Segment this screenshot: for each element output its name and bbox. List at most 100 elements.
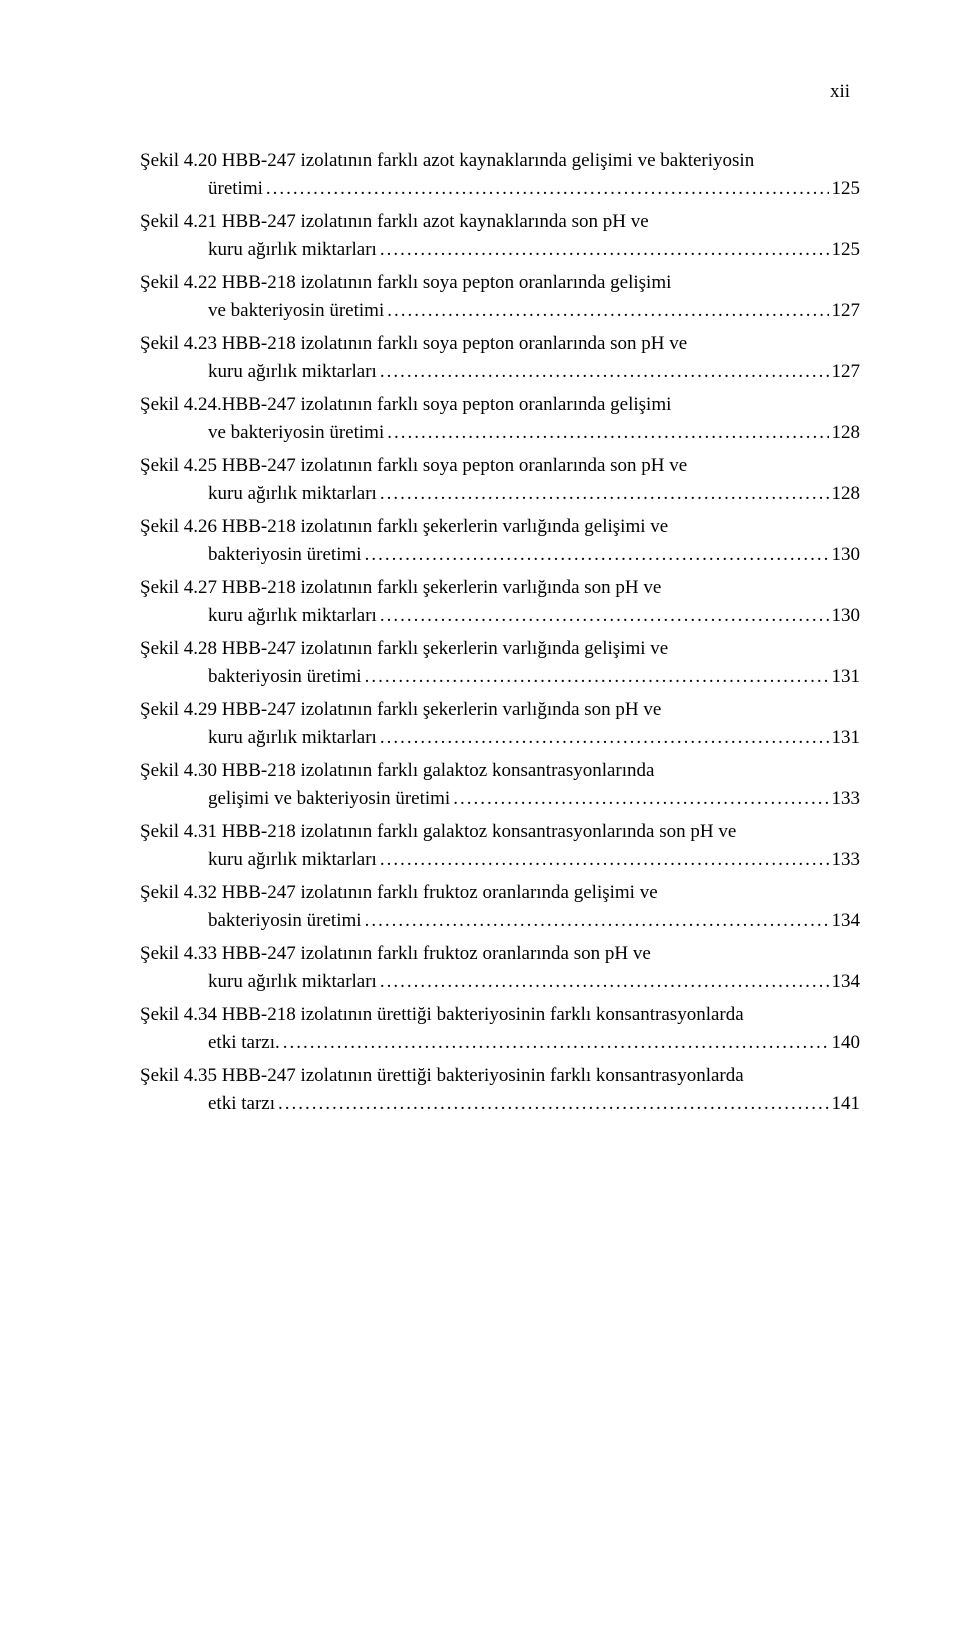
toc-text: Şekil 4.26 HBB-218 izolatının farklı şek…: [140, 513, 668, 542]
toc-line: kuru ağırlık miktarları 133: [140, 846, 860, 875]
toc-text: Şekil 4.28 HBB-247 izolatının farklı şek…: [140, 635, 668, 664]
toc-line: kuru ağırlık miktarları 130: [140, 602, 860, 631]
toc-text: Şekil 4.24.HBB-247 izolatının farklı soy…: [140, 391, 671, 420]
toc-page-number: 140: [832, 1029, 861, 1058]
toc-text: Şekil 4.35 HBB-247 izolatının ürettiği b…: [140, 1062, 744, 1091]
toc-line: Şekil 4.27 HBB-218 izolatının farklı şek…: [140, 574, 860, 603]
toc-line: kuru ağırlık miktarları 127: [140, 358, 860, 387]
table-of-contents: Şekil 4.20 HBB-247 izolatının farklı azo…: [140, 147, 860, 1119]
toc-text: Şekil 4.23 HBB-218 izolatının farklı soy…: [140, 330, 687, 359]
toc-page-number: 128: [832, 419, 861, 448]
toc-leader: [380, 358, 829, 387]
toc-text: Şekil 4.21 HBB-247 izolatının farklı azo…: [140, 208, 649, 237]
toc-entry: Şekil 4.22 HBB-218 izolatının farklı soy…: [140, 269, 860, 326]
toc-leader: [380, 846, 829, 875]
toc-text: kuru ağırlık miktarları: [208, 236, 377, 265]
toc-page-number: 127: [832, 358, 861, 387]
toc-entry: Şekil 4.27 HBB-218 izolatının farklı şek…: [140, 574, 860, 631]
toc-entry: Şekil 4.33 HBB-247 izolatının farklı fru…: [140, 940, 860, 997]
toc-leader: [380, 480, 829, 509]
toc-leader: [387, 419, 828, 448]
toc-line: etki tarzı. 140: [140, 1029, 860, 1058]
toc-page-number: 125: [832, 175, 861, 204]
toc-leader: [453, 785, 828, 814]
toc-text: kuru ağırlık miktarları: [208, 968, 377, 997]
toc-text: kuru ağırlık miktarları: [208, 358, 377, 387]
toc-entry: Şekil 4.31 HBB-218 izolatının farklı gal…: [140, 818, 860, 875]
toc-text: bakteriyosin üretimi: [208, 663, 362, 692]
toc-line: Şekil 4.32 HBB-247 izolatının farklı fru…: [140, 879, 860, 908]
toc-entry: Şekil 4.28 HBB-247 izolatının farklı şek…: [140, 635, 860, 692]
toc-page-number: 127: [832, 297, 861, 326]
toc-entry: Şekil 4.34 HBB-218 izolatının ürettiği b…: [140, 1001, 860, 1058]
toc-line: Şekil 4.25 HBB-247 izolatının farklı soy…: [140, 452, 860, 481]
toc-leader: [365, 663, 829, 692]
toc-page-number: 141: [832, 1090, 861, 1119]
toc-line: Şekil 4.35 HBB-247 izolatının ürettiği b…: [140, 1062, 860, 1091]
page-number: xii: [140, 78, 850, 107]
toc-text: kuru ağırlık miktarları: [208, 602, 377, 631]
toc-text: üretimi: [208, 175, 263, 204]
toc-line: bakteriyosin üretimi 134: [140, 907, 860, 936]
toc-line: ve bakteriyosin üretimi 128: [140, 419, 860, 448]
toc-line: Şekil 4.28 HBB-247 izolatının farklı şek…: [140, 635, 860, 664]
toc-line: Şekil 4.22 HBB-218 izolatının farklı soy…: [140, 269, 860, 298]
toc-text: Şekil 4.34 HBB-218 izolatının ürettiği b…: [140, 1001, 744, 1030]
toc-page-number: 131: [832, 724, 861, 753]
toc-text: etki tarzı.: [208, 1029, 280, 1058]
toc-leader: [387, 297, 828, 326]
toc-line: Şekil 4.34 HBB-218 izolatının ürettiği b…: [140, 1001, 860, 1030]
toc-text: bakteriyosin üretimi: [208, 541, 362, 570]
toc-line: etki tarzı 141: [140, 1090, 860, 1119]
toc-page-number: 133: [832, 785, 861, 814]
toc-text: Şekil 4.31 HBB-218 izolatının farklı gal…: [140, 818, 736, 847]
toc-text: kuru ağırlık miktarları: [208, 846, 377, 875]
toc-page-number: 131: [832, 663, 861, 692]
toc-line: Şekil 4.21 HBB-247 izolatının farklı azo…: [140, 208, 860, 237]
toc-line: Şekil 4.24.HBB-247 izolatının farklı soy…: [140, 391, 860, 420]
toc-leader: [266, 175, 829, 204]
toc-entry: Şekil 4.32 HBB-247 izolatının farklı fru…: [140, 879, 860, 936]
toc-page-number: 128: [832, 480, 861, 509]
toc-entry: Şekil 4.20 HBB-247 izolatının farklı azo…: [140, 147, 860, 204]
toc-leader: [380, 724, 829, 753]
toc-line: gelişimi ve bakteriyosin üretimi 133: [140, 785, 860, 814]
toc-line: bakteriyosin üretimi 130: [140, 541, 860, 570]
toc-entry: Şekil 4.29 HBB-247 izolatının farklı şek…: [140, 696, 860, 753]
toc-entry: Şekil 4.24.HBB-247 izolatının farklı soy…: [140, 391, 860, 448]
toc-entry: Şekil 4.30 HBB-218 izolatının farklı gal…: [140, 757, 860, 814]
toc-text: ve bakteriyosin üretimi: [208, 419, 384, 448]
toc-page-number: 130: [832, 541, 861, 570]
toc-text: Şekil 4.20 HBB-247 izolatının farklı azo…: [140, 147, 754, 176]
toc-leader: [380, 236, 829, 265]
toc-entry: Şekil 4.25 HBB-247 izolatının farklı soy…: [140, 452, 860, 509]
toc-page-number: 133: [832, 846, 861, 875]
toc-text: Şekil 4.33 HBB-247 izolatının farklı fru…: [140, 940, 651, 969]
toc-leader: [278, 1090, 829, 1119]
toc-text: Şekil 4.25 HBB-247 izolatının farklı soy…: [140, 452, 687, 481]
toc-text: Şekil 4.22 HBB-218 izolatının farklı soy…: [140, 269, 671, 298]
toc-line: kuru ağırlık miktarları 125: [140, 236, 860, 265]
toc-line: Şekil 4.26 HBB-218 izolatının farklı şek…: [140, 513, 860, 542]
toc-line: Şekil 4.29 HBB-247 izolatının farklı şek…: [140, 696, 860, 725]
toc-leader: [283, 1029, 829, 1058]
toc-entry: Şekil 4.23 HBB-218 izolatının farklı soy…: [140, 330, 860, 387]
toc-page-number: 125: [832, 236, 861, 265]
toc-page-number: 134: [832, 907, 861, 936]
toc-line: üretimi 125: [140, 175, 860, 204]
toc-page-number: 134: [832, 968, 861, 997]
toc-text: ve bakteriyosin üretimi: [208, 297, 384, 326]
toc-leader: [365, 541, 829, 570]
toc-line: Şekil 4.23 HBB-218 izolatının farklı soy…: [140, 330, 860, 359]
toc-line: Şekil 4.31 HBB-218 izolatının farklı gal…: [140, 818, 860, 847]
toc-line: kuru ağırlık miktarları 128: [140, 480, 860, 509]
toc-text: bakteriyosin üretimi: [208, 907, 362, 936]
toc-line: kuru ağırlık miktarları 134: [140, 968, 860, 997]
toc-line: Şekil 4.30 HBB-218 izolatının farklı gal…: [140, 757, 860, 786]
toc-text: Şekil 4.30 HBB-218 izolatının farklı gal…: [140, 757, 654, 786]
toc-leader: [380, 602, 829, 631]
toc-text: kuru ağırlık miktarları: [208, 724, 377, 753]
toc-leader: [365, 907, 829, 936]
toc-text: etki tarzı: [208, 1090, 275, 1119]
toc-entry: Şekil 4.35 HBB-247 izolatının ürettiği b…: [140, 1062, 860, 1119]
